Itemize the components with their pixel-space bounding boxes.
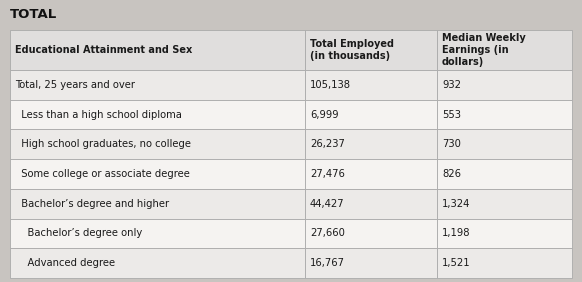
- Text: Bachelor’s degree and higher: Bachelor’s degree and higher: [15, 199, 169, 209]
- Text: Advanced degree: Advanced degree: [15, 258, 115, 268]
- Bar: [10, 219, 305, 248]
- Text: Total Employed
(in thousands): Total Employed (in thousands): [310, 39, 394, 61]
- Bar: [305, 30, 437, 70]
- Text: 44,427: 44,427: [310, 199, 345, 209]
- Text: Total, 25 years and over: Total, 25 years and over: [15, 80, 135, 90]
- Bar: [437, 129, 572, 159]
- Bar: [305, 219, 437, 248]
- Bar: [10, 129, 305, 159]
- Bar: [10, 159, 305, 189]
- Text: 27,660: 27,660: [310, 228, 345, 238]
- Text: High school graduates, no college: High school graduates, no college: [15, 139, 191, 149]
- Text: 553: 553: [442, 110, 461, 120]
- Bar: [437, 248, 572, 278]
- Bar: [10, 70, 305, 100]
- Bar: [305, 248, 437, 278]
- Bar: [305, 189, 437, 219]
- Text: 26,237: 26,237: [310, 139, 345, 149]
- Text: 1,521: 1,521: [442, 258, 471, 268]
- Text: Some college or associate degree: Some college or associate degree: [15, 169, 190, 179]
- Bar: [10, 100, 305, 129]
- Text: 6,999: 6,999: [310, 110, 339, 120]
- Bar: [305, 159, 437, 189]
- Text: Bachelor’s degree only: Bachelor’s degree only: [15, 228, 142, 238]
- Text: 105,138: 105,138: [310, 80, 351, 90]
- Text: 16,767: 16,767: [310, 258, 345, 268]
- Text: Less than a high school diploma: Less than a high school diploma: [15, 110, 182, 120]
- Bar: [437, 70, 572, 100]
- Bar: [10, 248, 305, 278]
- Text: 932: 932: [442, 80, 461, 90]
- Text: 27,476: 27,476: [310, 169, 345, 179]
- Text: TOTAL: TOTAL: [10, 8, 57, 21]
- Bar: [10, 30, 305, 70]
- Bar: [437, 189, 572, 219]
- Text: Median Weekly
Earnings (in
dollars): Median Weekly Earnings (in dollars): [442, 33, 526, 67]
- Bar: [437, 30, 572, 70]
- Text: 1,198: 1,198: [442, 228, 471, 238]
- Text: Educational Attainment and Sex: Educational Attainment and Sex: [15, 45, 192, 55]
- Bar: [305, 100, 437, 129]
- Bar: [437, 159, 572, 189]
- Text: 1,324: 1,324: [442, 199, 470, 209]
- Bar: [305, 129, 437, 159]
- Bar: [305, 70, 437, 100]
- Text: 730: 730: [442, 139, 461, 149]
- Bar: [437, 100, 572, 129]
- Text: 826: 826: [442, 169, 461, 179]
- Bar: [10, 189, 305, 219]
- Bar: [437, 219, 572, 248]
